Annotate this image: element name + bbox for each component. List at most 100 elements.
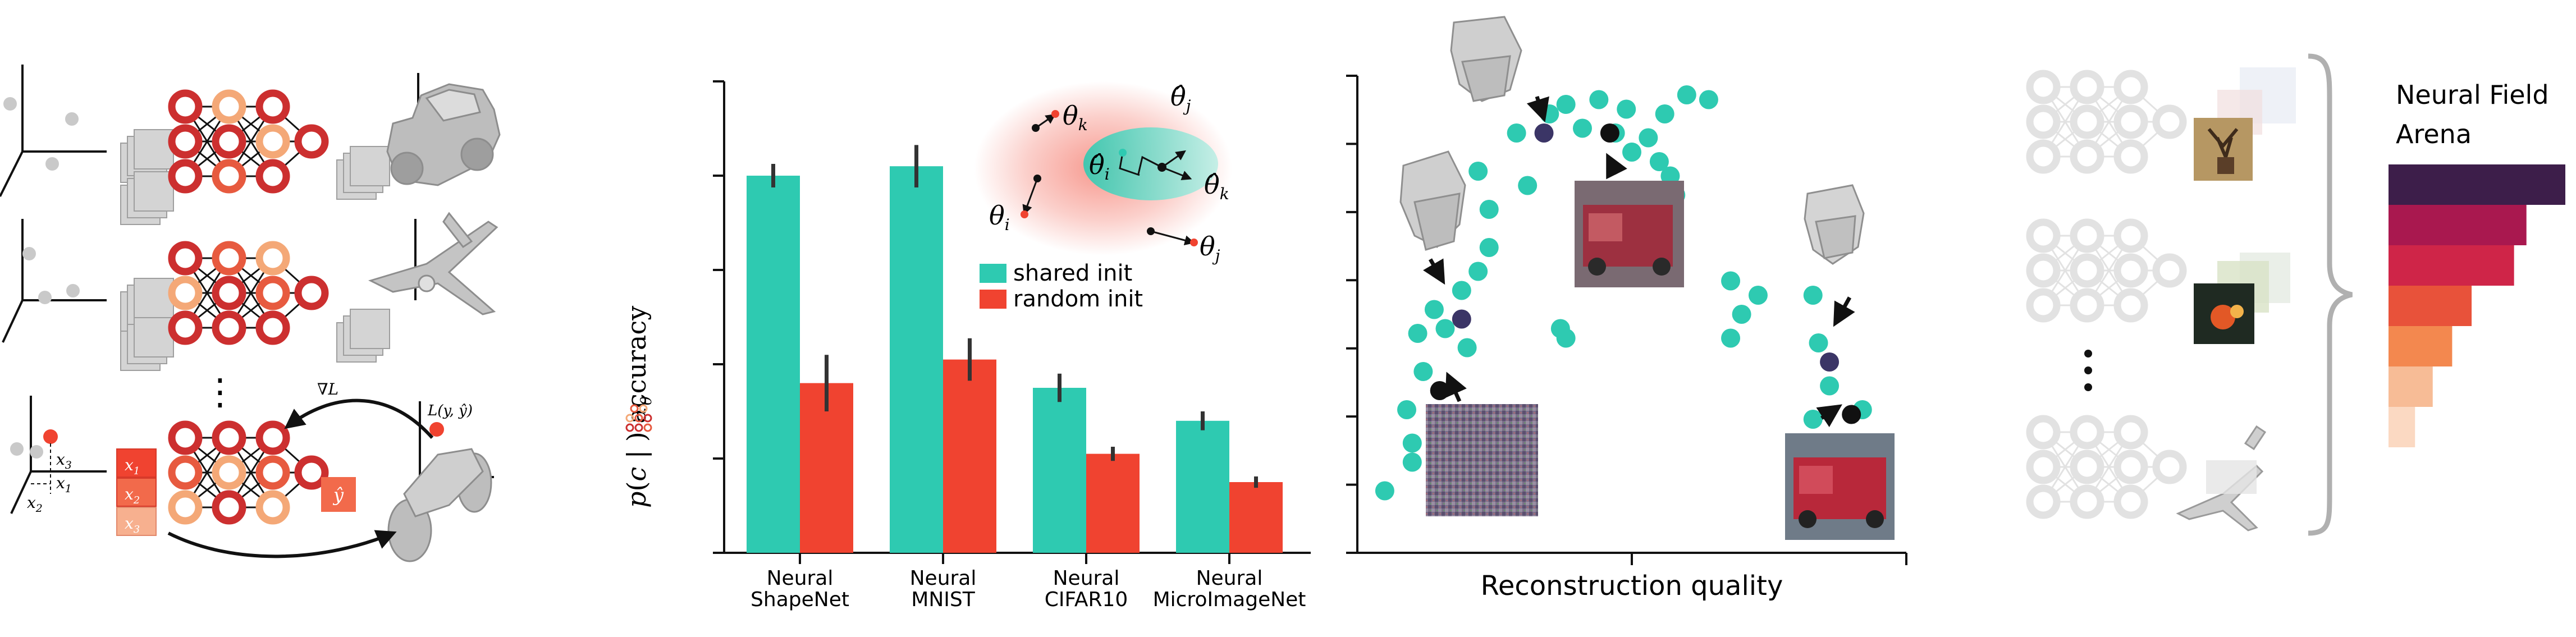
scatter-point [1589, 90, 1609, 109]
network-node [2113, 139, 2148, 174]
network-node [2113, 484, 2148, 519]
network-node [2070, 288, 2104, 323]
noisy-reconstruction-thumbnail [1426, 404, 1538, 516]
yhat-label: ŷ [332, 484, 344, 506]
arena-bar [2389, 245, 2514, 286]
network-node [212, 420, 246, 455]
scatter-point [1803, 410, 1823, 429]
feature-plane [134, 317, 174, 358]
network-node [2070, 139, 2104, 174]
network-node [2026, 70, 2061, 104]
scatter-point [1721, 328, 1741, 348]
truck-reconstruction-thumbnail-1 [1575, 181, 1684, 287]
chair-shape-icon-2 [1450, 16, 1522, 102]
network-node [2070, 104, 2104, 139]
feature-plane [350, 146, 390, 186]
feature-plane [134, 171, 174, 212]
network-output-node [294, 455, 329, 490]
network-node [212, 89, 246, 124]
x-axis-label: Reconstruction quality [1481, 570, 1783, 602]
network-node [2113, 415, 2148, 450]
theta-hat-i-label: θ̂i [1089, 150, 1110, 184]
baseline-point [1842, 405, 1861, 424]
network-node [2026, 415, 2061, 450]
coord-axes-row-3 [10, 396, 107, 514]
network-node [2113, 253, 2148, 288]
bar-shared-init [747, 176, 800, 553]
x-tick-label: Neural MicroImageNet [1153, 567, 1306, 611]
theta-network-glyph [625, 404, 652, 432]
output-yhat-box [321, 477, 356, 512]
network-node [212, 276, 246, 310]
network-node [212, 310, 246, 345]
network-node [2026, 253, 2061, 288]
network-node [168, 490, 203, 525]
scatter-point [1699, 90, 1718, 109]
bar-shared-init [1176, 420, 1229, 553]
x-tick-label: Neural MNIST [910, 567, 977, 611]
network-node [168, 241, 203, 276]
panel-b-bar-chart: Neural ShapeNet Neural MNIST Neural CIFAR10 Ne… [621, 80, 1311, 611]
network-node [2070, 253, 2104, 288]
scatter-point [1479, 238, 1499, 257]
network-node [255, 159, 290, 194]
coord-label-x2: x2 [27, 493, 43, 515]
scatter-point [1721, 271, 1741, 291]
feature-plane [134, 278, 174, 318]
feature-plane [350, 309, 390, 349]
airplane-shape-icon [368, 212, 498, 315]
network-node [255, 124, 290, 159]
arena-vertical-ellipsis [2084, 350, 2092, 391]
network-node [255, 420, 290, 455]
scatter-point [1556, 95, 1576, 114]
legend-swatch [980, 290, 1006, 309]
neural-field-network-1 [168, 89, 329, 194]
network-node [255, 455, 290, 490]
theta-j-label: θj [1200, 231, 1220, 265]
theta-hat-j-label: θ̂j [1170, 81, 1191, 115]
bar-random-init [1229, 482, 1283, 553]
neural-field-network-2 [168, 241, 329, 345]
network-node [2026, 450, 2061, 484]
bar-random-init [943, 359, 996, 553]
network-node [212, 159, 246, 194]
gradient-label: ∇L [317, 380, 338, 398]
faded-network-3 [2026, 415, 2187, 519]
arena-bar [2389, 326, 2453, 366]
network-node [2070, 70, 2104, 104]
legend-label: random init [1013, 286, 1143, 312]
scatter-point [1655, 104, 1674, 123]
theta-subscript: θ [638, 396, 655, 405]
coord-points-row-2 [22, 247, 80, 304]
arena-bar [2389, 286, 2472, 326]
bar-chart-plot: Neural ShapeNet Neural MNIST Neural CIFAR10 Ne… [713, 80, 1311, 611]
loss-label: L(y, ŷ) [427, 402, 473, 419]
theta-hat-k-label: θ̂k [1204, 169, 1229, 203]
x-tick-label: Neural ShapeNet [751, 567, 849, 611]
network-output-node [2152, 450, 2187, 484]
scatter-point [1820, 376, 1840, 396]
network-node [2026, 218, 2061, 253]
network-node [2113, 288, 2148, 323]
truck-reconstruction-thumbnail-2 [1785, 433, 1895, 540]
faded-network-1 [2026, 70, 2187, 174]
shared-init-region [1083, 127, 1218, 200]
scatter-point [1803, 286, 1823, 305]
scatter-point [1572, 118, 1592, 138]
scatter-point [1408, 324, 1427, 343]
scatter-point [1649, 152, 1669, 171]
highlighted-point [1534, 123, 1554, 143]
x3-box [116, 507, 157, 536]
bar-random-init [1086, 453, 1140, 553]
coord-axes-row-2 [2, 219, 107, 343]
y-axis-label-text: p(c | ) accuracy [621, 306, 652, 508]
arena-bar [2389, 164, 2565, 205]
arena-title-line-2: Arena [2396, 119, 2472, 149]
scatter-point [1677, 85, 1696, 104]
coord-points-row-3 [10, 442, 43, 459]
scatter-point [1457, 338, 1477, 358]
network-node [2070, 484, 2104, 519]
coord-axes-row-1 [0, 65, 107, 197]
panel-d-arena: Neural Field Arena [2026, 53, 2565, 536]
